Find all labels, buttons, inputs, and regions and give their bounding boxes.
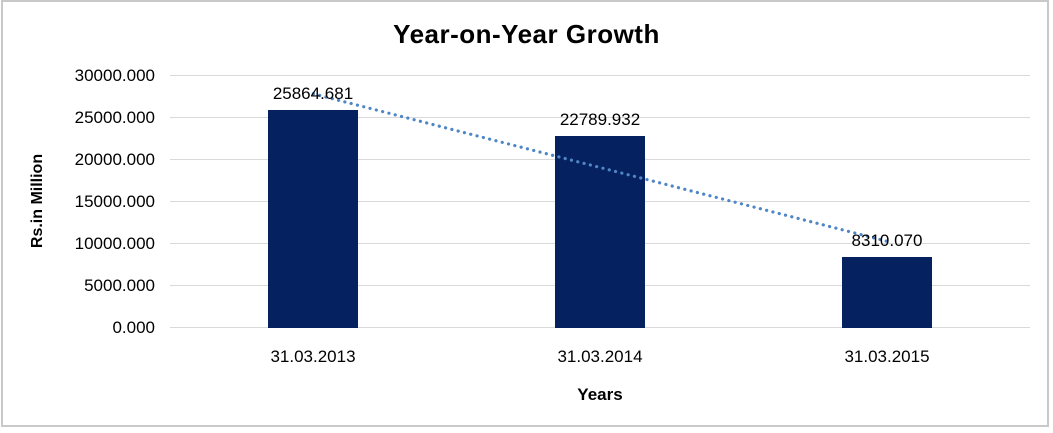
y-axis-title: Rs.in Million [29, 153, 46, 249]
y-axis-tick-label: 25000.000 [74, 108, 155, 127]
bar-value-label: 22789.932 [559, 110, 641, 129]
y-axis-tick-label: 10000.000 [74, 234, 155, 253]
chart-title: Year-on-Year Growth [393, 19, 660, 49]
y-axis-tick-label: 5000.000 [84, 276, 155, 295]
bar-31.03.2014 [555, 136, 645, 328]
y-axis-tick-label: 15000.000 [74, 192, 155, 211]
bar-31.03.2015 [842, 257, 932, 328]
y-axis-tick-label: 0.000 [112, 318, 155, 337]
x-axis-category-label: 31.03.2013 [270, 347, 356, 366]
x-axis-category-label: 31.03.2014 [557, 347, 643, 366]
bar-value-label: 25864.681 [272, 84, 354, 103]
y-axis-tick-label: 30000.000 [74, 66, 155, 85]
bar-31.03.2013 [268, 110, 358, 328]
y-gridline [170, 75, 1030, 76]
x-axis-title: Years [577, 385, 623, 404]
y-axis-tick-label: 20000.000 [74, 150, 155, 169]
x-axis-category-label: 31.03.2015 [844, 347, 930, 366]
bar-value-label: 8310.070 [851, 231, 923, 250]
